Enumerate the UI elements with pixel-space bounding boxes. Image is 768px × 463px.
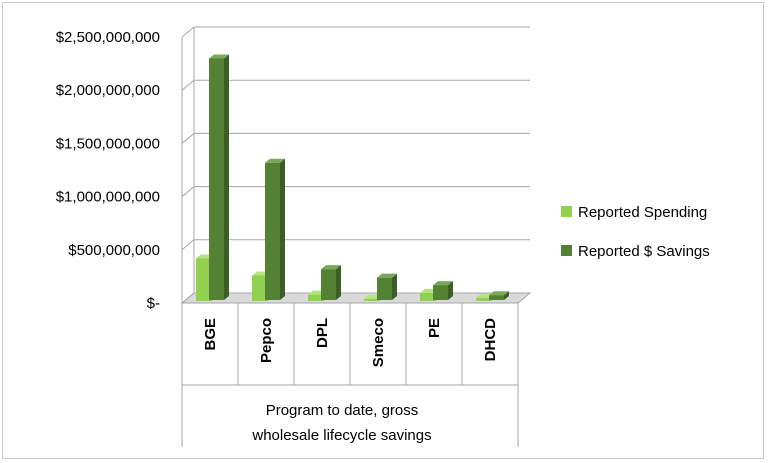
x-category-label: BGE [202, 318, 219, 351]
y-tick-label: $500,000,000 [68, 242, 160, 259]
bar-side [336, 265, 341, 300]
bar-top [489, 291, 509, 296]
y-tick-label: $1,000,000,000 [56, 189, 160, 206]
bar-top [265, 158, 285, 163]
gridline-diagonal [181, 239, 195, 251]
bar-reported-savings [433, 281, 453, 300]
bars [196, 54, 509, 301]
bar-front [377, 277, 392, 300]
legend-swatch-reported-spending [561, 206, 572, 217]
x-axis-title-line-2: wholesale lifecycle savings [251, 427, 431, 444]
category-table-lines [181, 303, 519, 447]
chart-frame [2, 2, 764, 459]
bar-front [321, 269, 336, 300]
bar-front [196, 258, 211, 301]
x-axis-categories: BGE Pepco DPL Smeco PE DHCD [202, 318, 499, 367]
bar-side [280, 158, 285, 300]
legend: Reported Spending Reported $ Savings [561, 204, 710, 260]
x-category-label: Pepco [258, 318, 275, 363]
x-category-label: DHCD [482, 318, 499, 361]
bar-front [489, 295, 504, 300]
bar-front [209, 58, 224, 300]
bar-side [224, 54, 229, 300]
bar-front [433, 285, 448, 300]
legend-swatch-reported-savings [561, 245, 572, 256]
bar-top [321, 265, 341, 270]
bar-top [209, 54, 229, 59]
y-tick-label: $1,500,000,000 [56, 135, 160, 152]
bar-front [420, 293, 435, 301]
y-tick-label: $- [147, 295, 160, 312]
bar-front [265, 162, 280, 300]
legend-label-reported-spending: Reported Spending [578, 204, 707, 221]
bar-top [377, 273, 397, 278]
bar-side [392, 273, 397, 300]
bar-side [448, 281, 453, 300]
gridline-diagonal [181, 26, 195, 38]
gridline-diagonal [181, 292, 195, 304]
bar-reported-savings [209, 54, 229, 300]
bar-front [252, 275, 267, 301]
bar-front [308, 294, 323, 301]
x-axis-title-line-1: Program to date, gross [266, 402, 419, 419]
bar-top [433, 281, 453, 286]
y-tick-label: $2,500,000,000 [56, 29, 160, 46]
legend-label-reported-savings: Reported $ Savings [578, 243, 710, 260]
bar-reported-savings [265, 158, 285, 300]
bar-front [476, 297, 491, 301]
gridline-diagonal [181, 133, 195, 144]
x-category-label: Smeco [370, 318, 387, 367]
x-category-label: DPL [314, 318, 331, 348]
y-axis-ticks: $2,500,000,000 $2,000,000,000 $1,500,000… [56, 29, 160, 312]
x-category-label: PE [426, 318, 443, 338]
bar-side [504, 291, 509, 300]
bar-reported-savings [377, 273, 397, 300]
bar-reported-savings [489, 291, 509, 300]
gridline-diagonal [181, 79, 195, 91]
bar-front [364, 298, 379, 301]
grid-lines [180, 26, 532, 304]
y-tick-label: $2,000,000,000 [56, 82, 160, 99]
gridline-diagonal [181, 186, 195, 197]
bar-reported-savings [321, 265, 341, 300]
